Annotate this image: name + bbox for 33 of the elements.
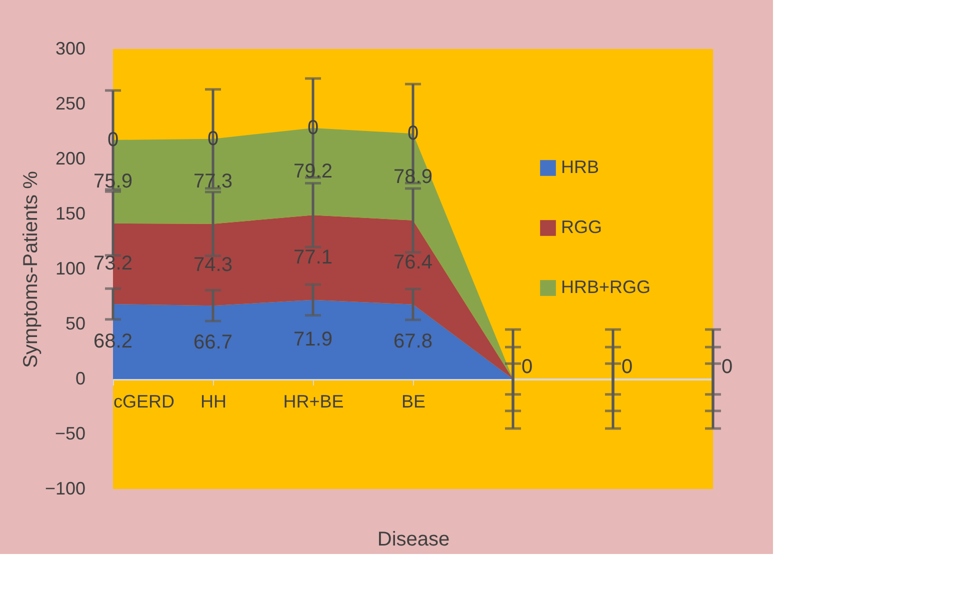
y-tick-label: 200 [55, 148, 86, 168]
x-tick-label: cGERD [114, 392, 175, 412]
x-axis-title: Disease [377, 528, 450, 550]
y-tick-label: 300 [55, 38, 86, 58]
x-tick-label: HR+BE [283, 392, 344, 412]
data-label: 0 [621, 356, 633, 378]
y-tick-label: 150 [55, 204, 86, 224]
data-label: 75.9 [94, 170, 132, 193]
y-tick-label: 50 [65, 314, 86, 334]
data-label: 76.4 [394, 251, 432, 274]
data-label: 0 [521, 356, 533, 378]
y-axis-title: Symptoms-Patients % [20, 170, 42, 368]
annotation: 0 [107, 128, 119, 151]
y-tick-label: −100 [44, 478, 86, 498]
x-tick-label: BE [401, 392, 426, 412]
data-label: 67.8 [394, 330, 432, 353]
data-label: 74.3 [194, 254, 232, 276]
x-tick-label: HH [200, 392, 226, 412]
legend-label: HRB [561, 157, 600, 177]
y-tick-label: −50 [54, 424, 86, 444]
legend-label: HRB+RGG [561, 277, 651, 297]
data-label: 68.2 [94, 330, 132, 352]
annotation: 0 [407, 122, 419, 145]
y-tick-label: 250 [55, 94, 86, 114]
annotation: 0 [307, 116, 319, 139]
legend-label: RGG [561, 217, 602, 237]
y-tick-label: 100 [55, 258, 86, 278]
data-label: 73.2 [94, 252, 132, 275]
data-label: 66.7 [194, 331, 232, 354]
y-tick-label: 0 [75, 368, 86, 388]
data-label: 77.1 [294, 246, 332, 269]
data-label: 71.9 [294, 328, 332, 350]
data-label: 0 [721, 356, 733, 378]
